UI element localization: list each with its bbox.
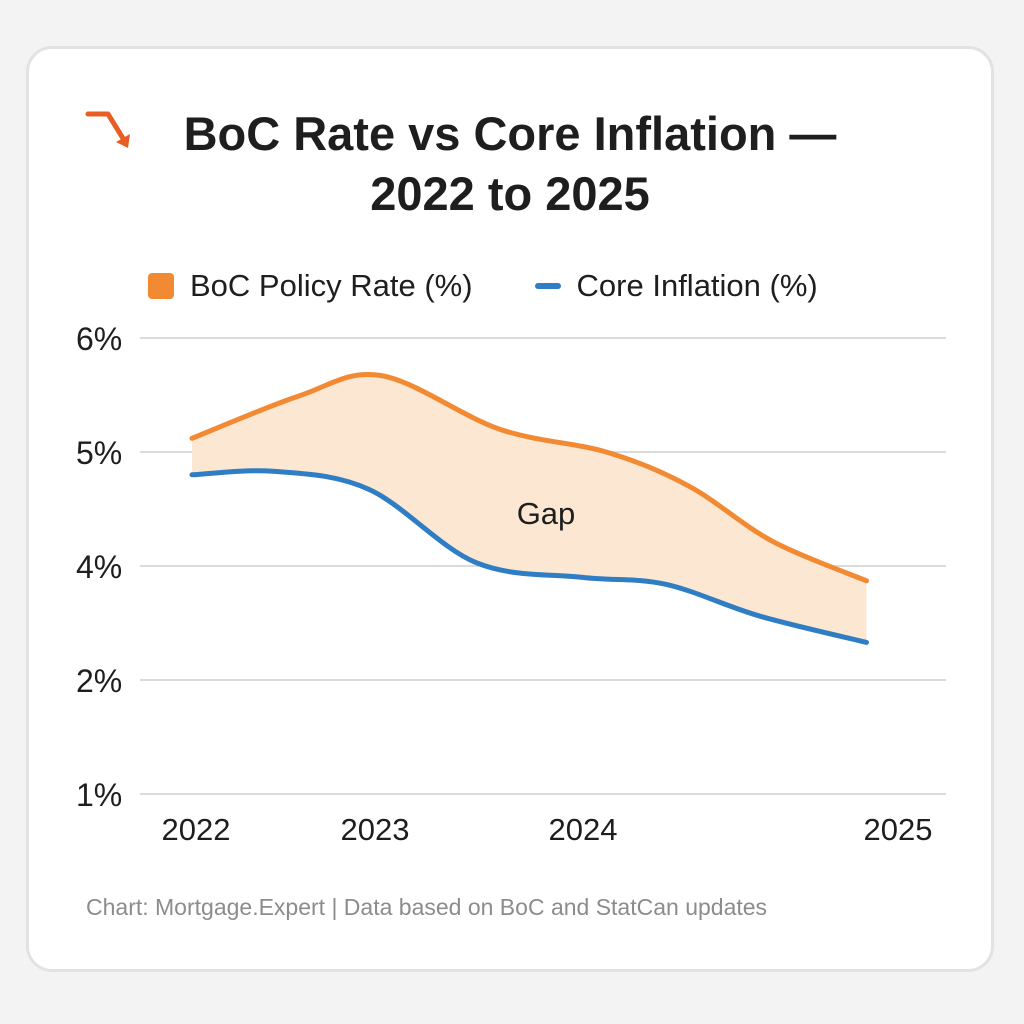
x-tick-label: 2023	[341, 812, 410, 847]
x-tick-label: 2022	[162, 812, 231, 847]
series-line-core-inflation	[189, 468, 869, 645]
gap-area	[192, 374, 867, 643]
x-tick-label: 2024	[549, 812, 618, 847]
y-tick-label: 1%	[76, 777, 122, 813]
series-line-policy-rate	[189, 372, 869, 584]
legend-label-core-inflation: Core Inflation (%)	[576, 268, 818, 303]
legend: BoC Policy Rate (%) Core Inflation (%)	[148, 262, 818, 310]
gap-annotation: Gap	[517, 496, 576, 531]
legend-swatch-policy-rate	[148, 273, 174, 299]
chart-credit: Chart: Mortgage.Expert | Data based on B…	[86, 894, 768, 920]
trending-down-arrow-icon	[85, 111, 130, 148]
chart-title-line-1: BoC Rate vs Core Inflation —	[183, 107, 837, 160]
legend-swatch-core-inflation	[534, 283, 561, 289]
y-tick-label: 5%	[76, 435, 122, 471]
y-tick-label: 4%	[76, 549, 122, 585]
chart-title-line-2: 2022 to 2025	[370, 167, 650, 220]
y-tick-label: 6%	[76, 321, 122, 357]
chart-title: BoC Rate vs Core Inflation — 2022 to 202…	[150, 104, 870, 224]
y-tick-label: 2%	[76, 663, 122, 699]
legend-label-policy-rate: BoC Policy Rate (%)	[190, 268, 473, 303]
legend-item-core-inflation[interactable]: Core Inflation (%)	[534, 268, 818, 304]
x-tick-label: 2025	[864, 812, 933, 847]
legend-item-policy-rate[interactable]: BoC Policy Rate (%)	[148, 268, 473, 304]
